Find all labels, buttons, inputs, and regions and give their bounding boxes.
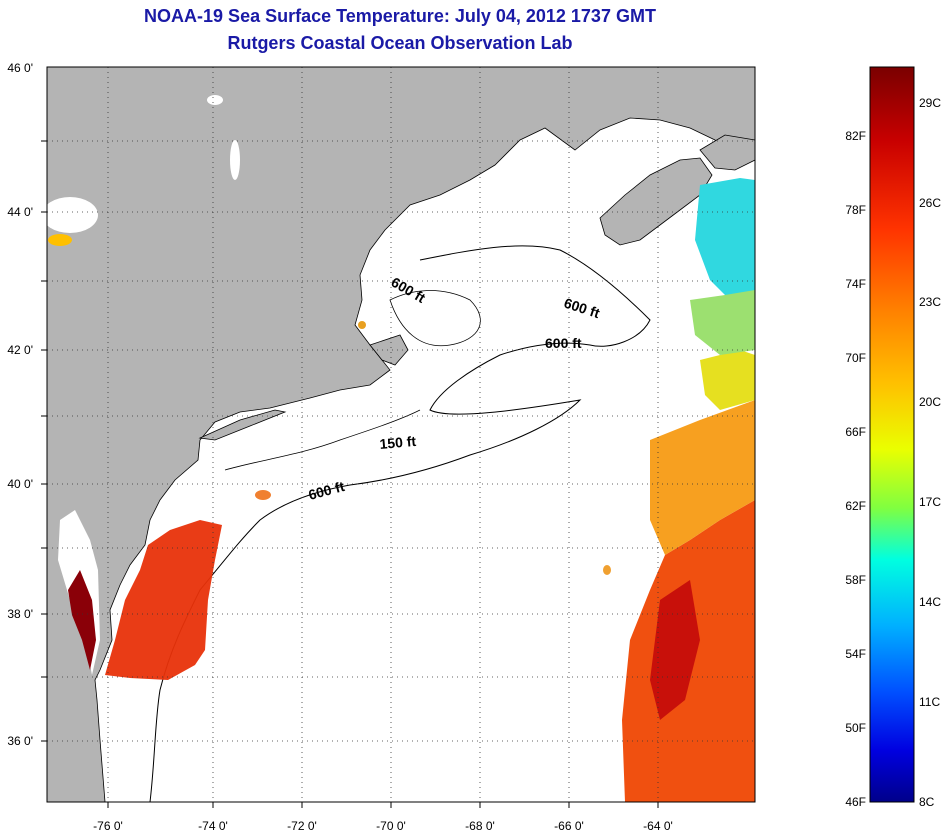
lat-label: 46 0' — [7, 61, 33, 75]
map-subtitle: Rutgers Coastal Ocean Observation Lab — [227, 33, 573, 53]
lon-label: -64 0' — [643, 819, 673, 833]
inland-lake — [230, 140, 240, 180]
depth-label: 600 ft — [545, 335, 582, 351]
land-cape-breton — [699, 134, 755, 171]
longitude-labels: -76 0' -74 0' -72 0' -70 0' -68 0' -66 0… — [93, 819, 673, 833]
map-gridlines — [47, 67, 755, 802]
colorbar-c-label: 26C — [919, 196, 941, 210]
bay-warm-water — [68, 570, 96, 670]
lon-label: -68 0' — [465, 819, 495, 833]
colorbar-f-label: 58F — [845, 573, 866, 587]
map-title: NOAA-19 Sea Surface Temperature: July 04… — [144, 6, 656, 26]
colorbar-c-label: 14C — [919, 595, 941, 609]
depth-contour-inner — [389, 290, 481, 347]
lake-ontario — [47, 197, 98, 233]
colorbar-c-label: 11C — [919, 695, 940, 709]
colorbar-fahrenheit-labels: 82F 78F 74F 70F 66F 62F 58F 54F 50F 46F — [845, 129, 866, 809]
lat-label: 40 0' — [7, 477, 33, 491]
colorbar-c-label: 8C — [919, 795, 935, 809]
colorbar-f-label: 74F — [845, 277, 866, 291]
lat-label: 38 0' — [7, 607, 33, 621]
colorbar-f-label: 62F — [845, 499, 866, 513]
lake-warm-patch — [48, 234, 72, 246]
colorbar-f-label: 70F — [845, 351, 866, 365]
lon-label: -70 0' — [376, 819, 406, 833]
colorbar — [869, 66, 915, 803]
colorbar-f-label: 54F — [845, 647, 866, 661]
lat-label: 42 0' — [7, 343, 33, 357]
sst-scotian-shelf-cool — [695, 178, 755, 300]
sst-gulf-stream-hot — [650, 580, 700, 720]
colorbar-f-label: 50F — [845, 721, 866, 735]
colorbar-f-label: 46F — [845, 795, 866, 809]
lon-label: -74 0' — [198, 819, 228, 833]
lon-label: -76 0' — [93, 819, 123, 833]
inland-lake — [207, 95, 223, 105]
sst-shelf-warm — [105, 520, 222, 680]
lat-label: 44 0' — [7, 205, 33, 219]
colorbar-c-label: 20C — [919, 395, 941, 409]
sst-slope-water — [650, 400, 755, 555]
sst-patch — [255, 490, 271, 500]
depth-contour-shelf — [224, 409, 421, 471]
colorbar-c-label: 29C — [919, 96, 941, 110]
map-ticks — [41, 140, 659, 808]
colorbar-c-label: 17C — [919, 495, 941, 509]
colorbar-c-label: 23C — [919, 295, 941, 309]
depth-label: 150 ft — [379, 433, 417, 452]
map-frame — [46, 66, 756, 803]
land-long-island — [198, 409, 287, 441]
land-cape-cod — [369, 334, 409, 366]
sst-slope-yellow — [700, 350, 755, 410]
lon-label: -72 0' — [287, 819, 317, 833]
colorbar-f-label: 78F — [845, 203, 866, 217]
colorbar-f-label: 66F — [845, 425, 866, 439]
lat-label: 36 0' — [7, 734, 33, 748]
sst-scotian-green — [690, 290, 755, 355]
lon-label: -66 0' — [554, 819, 584, 833]
colorbar-f-label: 82F — [845, 129, 866, 143]
colorbar-celsius-labels: 29C 26C 23C 20C 17C 14C 11C 8C — [919, 96, 941, 809]
latitude-labels: 46 0' 44 0' 42 0' 40 0' 38 0' 36 0' — [7, 61, 33, 748]
land-mainland — [47, 67, 755, 802]
sst-patch — [358, 321, 366, 329]
map-area — [47, 67, 755, 802]
sst-patch — [603, 565, 611, 575]
